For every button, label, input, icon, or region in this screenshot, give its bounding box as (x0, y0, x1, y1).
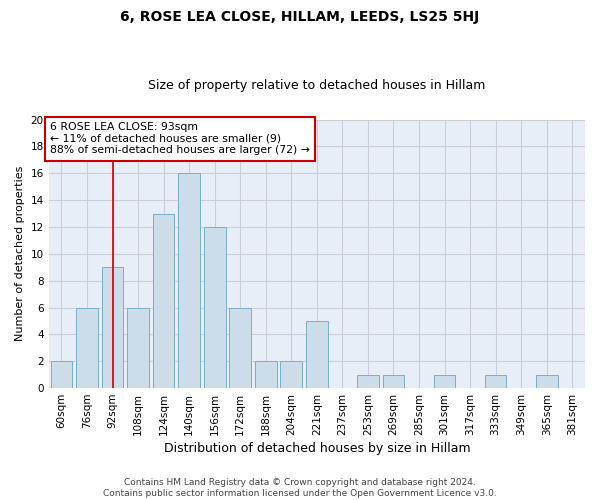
Bar (280, 361, 302, 388)
Text: 6, ROSE LEA CLOSE, HILLAM, LEEDS, LS25 5HJ: 6, ROSE LEA CLOSE, HILLAM, LEEDS, LS25 5… (121, 10, 479, 24)
Bar (153, 214, 175, 388)
Bar (357, 374, 379, 388)
Bar (50, 361, 72, 388)
Bar (536, 374, 557, 388)
Bar (229, 308, 251, 388)
Bar (255, 361, 277, 388)
Text: Contains HM Land Registry data © Crown copyright and database right 2024.
Contai: Contains HM Land Registry data © Crown c… (103, 478, 497, 498)
Title: Size of property relative to detached houses in Hillam: Size of property relative to detached ho… (148, 79, 485, 92)
Bar (101, 267, 124, 388)
Text: 6 ROSE LEA CLOSE: 93sqm
← 11% of detached houses are smaller (9)
88% of semi-det: 6 ROSE LEA CLOSE: 93sqm ← 11% of detache… (50, 122, 310, 156)
X-axis label: Distribution of detached houses by size in Hillam: Distribution of detached houses by size … (164, 442, 470, 455)
Bar (76, 308, 98, 388)
Bar (178, 174, 200, 388)
Bar (434, 374, 455, 388)
Bar (127, 308, 149, 388)
Bar (306, 321, 328, 388)
Bar (204, 227, 226, 388)
Bar (485, 374, 506, 388)
Y-axis label: Number of detached properties: Number of detached properties (15, 166, 25, 342)
Bar (383, 374, 404, 388)
